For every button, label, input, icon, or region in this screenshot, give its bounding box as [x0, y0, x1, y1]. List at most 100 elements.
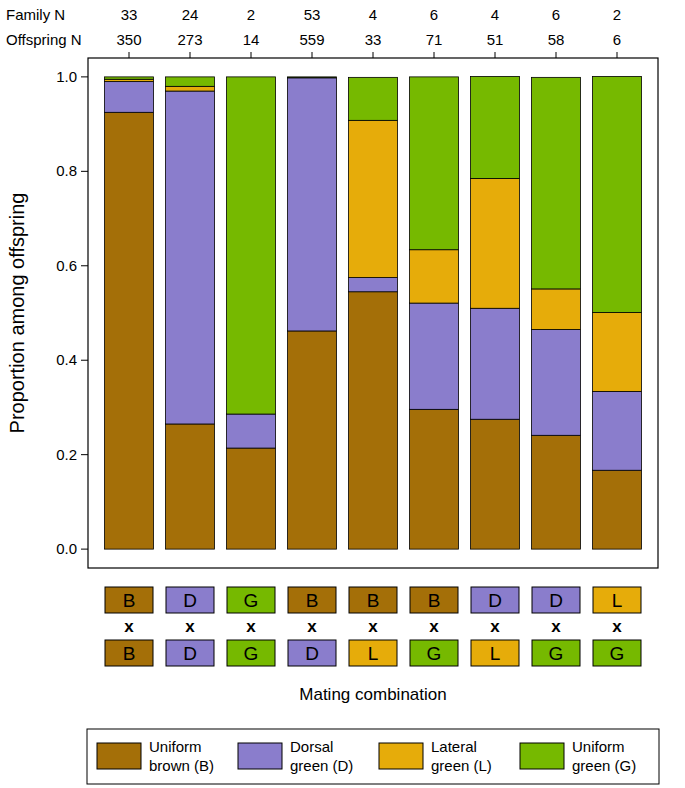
mating-letter: L	[612, 590, 623, 611]
bar-segment	[227, 448, 276, 549]
bar-segment	[166, 86, 215, 91]
mating-letter: G	[427, 643, 442, 664]
mating-box	[593, 640, 641, 666]
bar-segment	[166, 91, 215, 424]
mating-letter: D	[549, 590, 563, 611]
y-tick	[81, 454, 88, 455]
top-tick	[251, 52, 252, 58]
plot-frame	[88, 58, 658, 568]
bar-segment	[349, 77, 398, 120]
bars	[105, 76, 642, 549]
cross-symbol: x	[185, 617, 195, 636]
cross-symbol: x	[246, 617, 256, 636]
mating-box	[166, 587, 214, 613]
y-tick	[81, 360, 88, 361]
bar-segment	[532, 77, 581, 289]
mating-box	[227, 640, 275, 666]
family-n: 6	[430, 6, 438, 23]
mating-box	[288, 640, 336, 666]
bar-segment	[410, 303, 459, 409]
top-tick	[373, 52, 374, 58]
cross-symbol: x	[124, 617, 134, 636]
mating-letter: G	[244, 590, 259, 611]
y-axis-label: Proportion among offspring	[6, 193, 28, 434]
mating-letter: B	[123, 643, 136, 664]
bar-segment	[227, 414, 276, 448]
family-n: 4	[491, 6, 499, 23]
cross-symbol: x	[612, 617, 622, 636]
bar-segment	[288, 76, 337, 78]
mating-box	[593, 587, 641, 613]
mating-letter: B	[123, 590, 136, 611]
mating-box	[471, 587, 519, 613]
y-tick	[81, 76, 88, 77]
bar-segment	[349, 278, 398, 292]
mating-letter: G	[549, 643, 564, 664]
bar-segment	[105, 82, 154, 113]
offspring-n: 6	[613, 31, 621, 48]
cross-symbol: x	[307, 617, 317, 636]
bar-segment	[471, 178, 520, 308]
family-n: 2	[247, 6, 255, 23]
y-tick	[81, 265, 88, 266]
mating-box	[410, 640, 458, 666]
bar-segment	[288, 78, 337, 331]
cross-symbol: x	[551, 617, 561, 636]
mating-letter: B	[306, 590, 319, 611]
bar-segment	[593, 391, 642, 470]
legend-line: Uniform	[149, 738, 202, 755]
legend-label: Lateral green (L)	[431, 738, 492, 774]
row-label: Family N	[6, 6, 65, 23]
mating-box	[166, 640, 214, 666]
cross-symbol: x	[429, 617, 439, 636]
chart-container: 0.00.20.40.60.81.0Proportion among offsp…	[0, 0, 685, 788]
legend-swatch	[238, 743, 282, 769]
x-axis-label: Mating combination	[299, 685, 446, 704]
bar-segment	[532, 435, 581, 549]
bar-segment	[593, 313, 642, 392]
mating-letter: D	[488, 590, 502, 611]
top-tick	[190, 52, 191, 58]
y-tick-label: 0.6	[56, 257, 77, 274]
offspring-n: 51	[487, 31, 504, 48]
y-tick-label: 0.0	[56, 540, 77, 557]
top-tick	[617, 52, 618, 58]
mating-letter: L	[490, 643, 501, 664]
mating-box	[105, 587, 153, 613]
legend-swatch	[97, 743, 141, 769]
bar-segment	[532, 330, 581, 436]
family-n: 4	[369, 6, 377, 23]
mating-letter: D	[305, 643, 319, 664]
y-tick-label: 0.8	[56, 162, 77, 179]
legend-line: green (G)	[572, 757, 636, 774]
legend-line: Uniform	[572, 738, 625, 755]
offspring-n: 14	[243, 31, 260, 48]
cross-symbol: x	[490, 617, 500, 636]
bar-segment	[410, 77, 459, 250]
legend-line: Dorsal	[290, 738, 333, 755]
bar-segment	[471, 419, 520, 549]
legend-label: Dorsalgreen (D)	[290, 738, 353, 774]
legend-line: green (L)	[431, 757, 492, 774]
legend-label: Uniform green (G)	[572, 738, 636, 774]
family-n: 53	[304, 6, 321, 23]
top-tick	[312, 52, 313, 58]
mating-box	[349, 640, 397, 666]
bar-segment	[593, 76, 642, 312]
offspring-n: 71	[426, 31, 443, 48]
bar-segment	[532, 289, 581, 330]
top-tick	[556, 52, 557, 58]
top-tick	[434, 52, 435, 58]
bar-segment	[105, 77, 154, 79]
mating-box	[349, 587, 397, 613]
legend-line: Lateral	[431, 738, 477, 755]
y-tick-label: 0.4	[56, 351, 77, 368]
bar-segment	[593, 470, 642, 549]
bar-segment	[349, 292, 398, 549]
bar-segment	[288, 331, 337, 549]
family-n: 6	[552, 6, 560, 23]
legend-box	[87, 729, 659, 784]
row-label: Offspring N	[6, 31, 82, 48]
offspring-n: 350	[116, 31, 141, 48]
mating-box	[105, 640, 153, 666]
